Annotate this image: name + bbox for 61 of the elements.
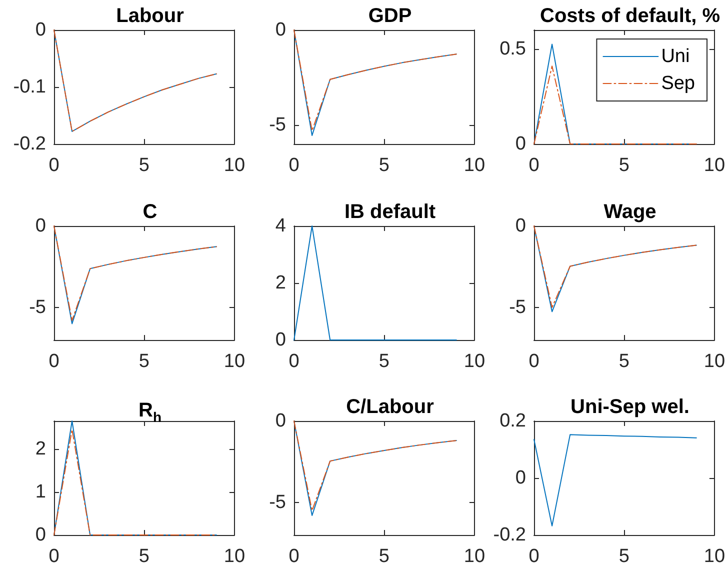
y-tick-label: -0.2 <box>493 524 526 546</box>
y-tick-label: 1 <box>35 481 46 502</box>
x-tick-label: 10 <box>464 546 486 567</box>
x-tick-label: 10 <box>224 155 246 176</box>
x-tick-label: 0 <box>48 155 60 176</box>
x-tick-label: 10 <box>224 350 246 372</box>
y-tick-label: -0.2 <box>13 134 46 154</box>
y-tick-label: 0 <box>275 329 286 350</box>
chart-title: Wage <box>604 200 656 222</box>
x-tick-label: 10 <box>704 546 726 567</box>
chart-title: Labour <box>116 5 184 27</box>
y-tick-label: 0 <box>515 134 526 154</box>
y-tick-label: 0 <box>35 20 46 40</box>
chart-title: Uni-Sep wel. <box>570 396 690 418</box>
x-tick-label: 0 <box>288 350 300 372</box>
chart-title: C <box>142 200 158 222</box>
x-tick-label: 0 <box>288 546 300 567</box>
line-series <box>534 434 697 526</box>
x-tick-label: 5 <box>378 350 390 372</box>
x-tick-label: 5 <box>138 350 150 372</box>
y-tick-label: 0 <box>515 468 526 488</box>
y-tick-label: 0 <box>35 524 46 546</box>
y-tick-label: -5 <box>269 114 286 136</box>
y-tick-label: 0 <box>35 215 46 236</box>
y-tick-label: 0.5 <box>500 38 526 60</box>
x-tick-label: 5 <box>618 155 630 176</box>
x-tick-label: 5 <box>138 155 150 176</box>
x-tick-label: 0 <box>528 155 540 176</box>
chart-title: IB default <box>344 200 436 222</box>
x-tick-label: 10 <box>224 546 246 567</box>
x-tick-label: 5 <box>138 546 150 567</box>
y-tick-label: -5 <box>269 492 286 513</box>
x-tick-label: 0 <box>528 350 540 372</box>
x-tick-label: 0 <box>48 546 60 567</box>
x-tick-label: 10 <box>704 350 726 372</box>
y-tick-label: 0.2 <box>500 410 526 432</box>
y-tick-label: -5 <box>509 296 526 318</box>
y-tick-label: 2 <box>35 438 46 460</box>
x-tick-label: 5 <box>378 546 390 567</box>
x-tick-label: 5 <box>618 350 630 372</box>
x-tick-label: 5 <box>618 546 630 567</box>
line-series <box>54 30 217 132</box>
y-tick-label: -5 <box>29 296 46 318</box>
chart-title: C/Labour <box>346 396 434 418</box>
legend-label: Sep <box>661 73 696 94</box>
y-tick-label: 0 <box>515 215 526 236</box>
x-tick-label: 10 <box>704 155 726 176</box>
y-tick-label: 2 <box>275 272 286 293</box>
y-tick-label: 0 <box>275 20 286 40</box>
x-tick-label: 5 <box>378 155 390 176</box>
x-tick-label: 0 <box>528 546 540 567</box>
x-tick-label: 0 <box>288 155 300 176</box>
x-tick-label: 0 <box>48 350 60 372</box>
chart-title: Costs of default, % <box>540 5 720 27</box>
y-tick-label: -0.1 <box>13 76 46 98</box>
chart-title: GDP <box>368 5 412 27</box>
legend-label: Uni <box>661 46 690 67</box>
x-tick-label: 10 <box>464 155 486 176</box>
x-tick-label: 10 <box>464 350 486 372</box>
y-tick-label: 0 <box>275 410 286 432</box>
y-tick-label: 4 <box>275 215 286 236</box>
